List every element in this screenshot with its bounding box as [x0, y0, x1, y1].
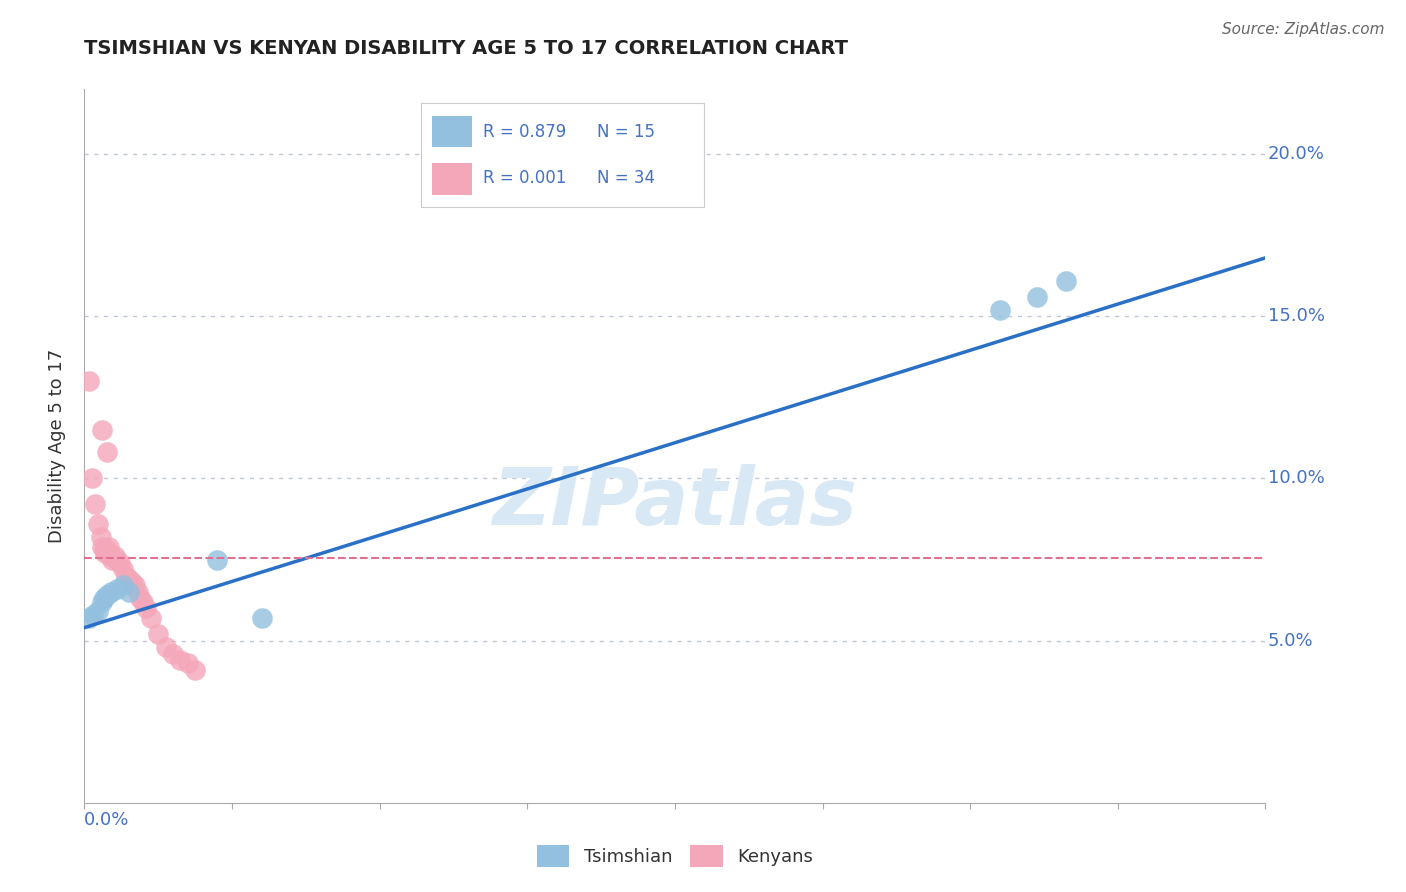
Point [105, 582, 128, 596]
Text: 15.0%: 15.0% [1268, 307, 1324, 326]
Point [988, 302, 1011, 317]
Text: TSIMSHIAN VS KENYAN DISABILITY AGE 5 TO 17 CORRELATION CHART: TSIMSHIAN VS KENYAN DISABILITY AGE 5 TO … [84, 39, 848, 58]
Point [162, 647, 184, 661]
Point [86, 604, 108, 618]
Point [93, 591, 115, 606]
Point [100, 585, 122, 599]
Point [94, 546, 117, 560]
Text: 0.0%: 0.0% [84, 812, 129, 830]
Point [91, 540, 114, 554]
Point [98, 540, 121, 554]
Point [101, 552, 124, 566]
Point [135, 601, 157, 615]
Point [114, 568, 136, 582]
Point [91, 423, 114, 437]
Text: ZIPatlas: ZIPatlas [492, 464, 858, 542]
Text: Source: ZipAtlas.com: Source: ZipAtlas.com [1222, 22, 1385, 37]
Point [83, 497, 105, 511]
Point [1025, 290, 1047, 304]
Point [93, 542, 115, 557]
Point [127, 585, 149, 599]
Point [129, 591, 152, 606]
Point [118, 572, 141, 586]
Point [80, 471, 103, 485]
Text: 10.0%: 10.0% [1268, 469, 1324, 487]
Point [86, 516, 108, 531]
Point [139, 611, 162, 625]
Text: 5.0%: 5.0% [1268, 632, 1313, 649]
Point [111, 562, 134, 576]
Point [250, 611, 273, 625]
Point [90, 530, 112, 544]
Point [96, 588, 118, 602]
Point [118, 585, 141, 599]
Point [1054, 274, 1077, 288]
Y-axis label: Disability Age 5 to 17: Disability Age 5 to 17 [48, 349, 66, 543]
Point [96, 542, 118, 557]
Point [97, 546, 120, 560]
Point [205, 552, 228, 566]
Point [105, 552, 128, 566]
Point [108, 556, 131, 570]
Point [111, 578, 134, 592]
Point [96, 445, 118, 459]
Legend: Tsimshian, Kenyans: Tsimshian, Kenyans [527, 836, 823, 876]
Text: 20.0%: 20.0% [1268, 145, 1324, 163]
Point [100, 549, 122, 564]
Point [132, 595, 155, 609]
Point [77, 374, 100, 388]
Point [77, 611, 100, 625]
Point [104, 549, 127, 564]
Point [82, 607, 104, 622]
Point [124, 578, 146, 592]
Point [148, 627, 170, 641]
Point [155, 640, 177, 654]
Point [121, 575, 143, 590]
Point [184, 663, 207, 677]
Point [177, 657, 200, 671]
Point [169, 653, 191, 667]
Point [91, 595, 114, 609]
